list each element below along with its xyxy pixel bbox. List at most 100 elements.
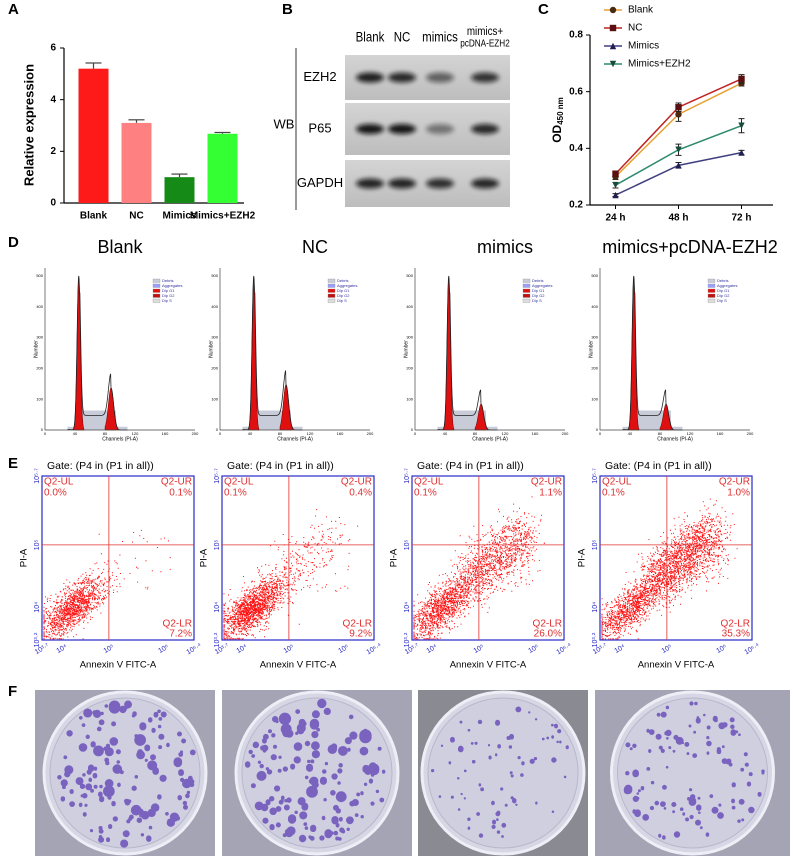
y-tick-label: 100 (36, 396, 43, 401)
x-tick-label: 24 h (605, 213, 625, 224)
legend-swatch (327, 278, 336, 283)
legend-swatch (707, 288, 716, 293)
quadrant-value: 0.1% (224, 488, 247, 499)
colonies (57, 700, 196, 848)
quadrant-name: Q2-UR (719, 477, 750, 488)
histogram-axes (44, 268, 195, 431)
y-tick-label: 0 (411, 427, 414, 432)
legend-swatch (522, 283, 531, 288)
blot-band (471, 178, 499, 189)
y-tick-label: 500 (36, 273, 43, 278)
x-axis-label: Channels (PI-A) (472, 436, 508, 442)
x-axis-label: Channels (PI-A) (277, 436, 313, 442)
marker (675, 104, 682, 111)
marker (675, 111, 682, 118)
legend-swatch (327, 283, 336, 288)
x-tick-label: 40 (628, 431, 633, 436)
marker (675, 146, 682, 153)
y-axis-label: Number (588, 340, 594, 358)
legend-label: Dip G2 (162, 293, 175, 298)
y-tick-label: 10³·² (592, 632, 599, 647)
x-tick-label: 120 (132, 431, 139, 436)
quadrant-value: 1.1% (539, 488, 562, 499)
quadrant-value: 7.2% (169, 629, 192, 640)
y-tick-label: 10⁴ (404, 602, 411, 613)
y-tick-label: 400 (406, 304, 413, 309)
marker (612, 170, 619, 178)
blot-band (356, 178, 384, 189)
x-tick-label: 200 (367, 431, 374, 436)
marker (738, 149, 745, 156)
event-dots (601, 498, 738, 640)
plot-frame (221, 475, 375, 641)
y-tick-label: 200 (36, 365, 43, 370)
legend-label: Dip S (717, 298, 727, 303)
plate-inner (617, 697, 768, 849)
quadrant-name: Q2-LR (343, 619, 372, 630)
y-tick-label: 100 (406, 396, 413, 401)
quadrant-value: 0.1% (414, 488, 437, 499)
legend-label: Aggregates (717, 283, 737, 288)
y-tick-label: 10⁵·⁷ (34, 468, 41, 484)
legend-swatch (707, 283, 716, 288)
x-axis-label: Annexin V FITC-A (260, 660, 337, 671)
y-label-sub: 450 nm (556, 97, 565, 125)
event-dots (413, 496, 545, 640)
legend-label: Aggregates (532, 283, 552, 288)
x-axis-label: Channels (PI-A) (657, 436, 693, 442)
quadrant-name: Q2-LR (533, 619, 562, 630)
x-tick-label: 10⁶ (527, 644, 540, 655)
y-tick-label: 10⁵·⁷ (214, 468, 221, 484)
y-tick-label: 200 (211, 365, 218, 370)
x-axis-label: Annexin V FITC-A (450, 660, 527, 671)
x-tick-label: 0 (44, 431, 47, 436)
x-tick-label: 80 (473, 431, 478, 436)
quadrant-name: Q2-UL (414, 477, 444, 488)
x-tick-label: 200 (562, 431, 569, 436)
legend-marker (609, 60, 617, 68)
legend-swatch (707, 293, 716, 298)
blot-band (426, 178, 454, 189)
legend-swatch (707, 298, 716, 303)
legend-swatch (327, 293, 336, 298)
y-axis-label: Number (208, 340, 214, 358)
plot-frame (41, 475, 195, 641)
y-tick-label: 10⁵ (404, 539, 411, 550)
colonies (431, 706, 569, 838)
y-tick-label: 200 (591, 365, 598, 370)
x-tick-label: 120 (307, 431, 314, 436)
histogram-outline (622, 275, 683, 431)
panel-label: E (8, 455, 18, 472)
y-tick-label: 400 (36, 304, 43, 309)
legend-label: Mimics+EZH2 (628, 59, 691, 70)
x-tick-label: 10⁵ (103, 644, 116, 655)
quadrant-value: 35.3% (722, 629, 750, 640)
event-dots (43, 529, 171, 640)
x-tick-label: 40 (248, 431, 253, 436)
quadrant-value: 26.0% (534, 629, 562, 640)
x-tick-label: 0 (599, 431, 602, 436)
legend-label: Dip S (337, 298, 347, 303)
quadrant-value: 0.0% (44, 488, 67, 499)
legend-label: Debris (717, 278, 729, 283)
plot-frame (599, 475, 753, 641)
x-tick-label: 10⁶·⁴ (365, 642, 382, 656)
y-tick-label: 500 (591, 273, 598, 278)
x-tick-label: NC (129, 211, 143, 222)
y-tick-label: 10⁵ (214, 539, 221, 550)
y-tick-label: 400 (211, 304, 218, 309)
y-tick-label: 0.6 (569, 86, 583, 97)
legend-label: Dip G1 (717, 288, 730, 293)
y-axis-label: PI-A (199, 548, 210, 567)
legend-swatch (522, 278, 531, 283)
histogram-axes (599, 268, 750, 431)
marker (738, 122, 745, 129)
x-tick-label: Mimics (163, 211, 197, 222)
x-tick-label: 160 (162, 431, 169, 436)
blot-band (356, 124, 384, 134)
y-tick-label: 2 (50, 146, 56, 157)
y-tick-label: 400 (591, 304, 598, 309)
legend-marker (609, 24, 617, 32)
x-axis-label: Channels (PI-A) (102, 436, 138, 442)
